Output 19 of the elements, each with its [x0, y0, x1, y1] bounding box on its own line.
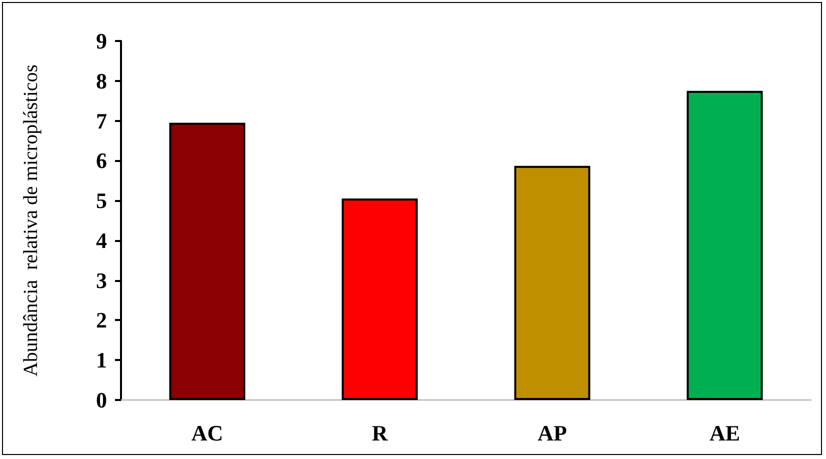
y-tick-label: 3 — [96, 268, 107, 293]
y-tick-label: 8 — [96, 68, 107, 94]
y-axis-title: Abundância relativa de microplásticos — [20, 64, 42, 377]
y-tick-label: 9 — [96, 28, 107, 54]
y-tick-label: 1 — [96, 348, 107, 373]
y-tick-label: 4 — [96, 228, 107, 253]
x-tick-label: AC — [191, 420, 224, 446]
bar — [169, 122, 246, 400]
y-tick-label: 5 — [96, 188, 107, 214]
y-tick-label: 2 — [96, 308, 107, 333]
y-tick-label: 6 — [96, 148, 107, 174]
bar — [686, 90, 763, 400]
x-tick-label: R — [372, 420, 389, 446]
y-tick-label: 0 — [96, 388, 107, 412]
x-tick-label: AE — [709, 420, 740, 446]
bar — [342, 198, 418, 400]
bar — [514, 166, 590, 400]
x-tick-label: AP — [538, 420, 567, 446]
y-tick-label: 7 — [96, 108, 107, 134]
